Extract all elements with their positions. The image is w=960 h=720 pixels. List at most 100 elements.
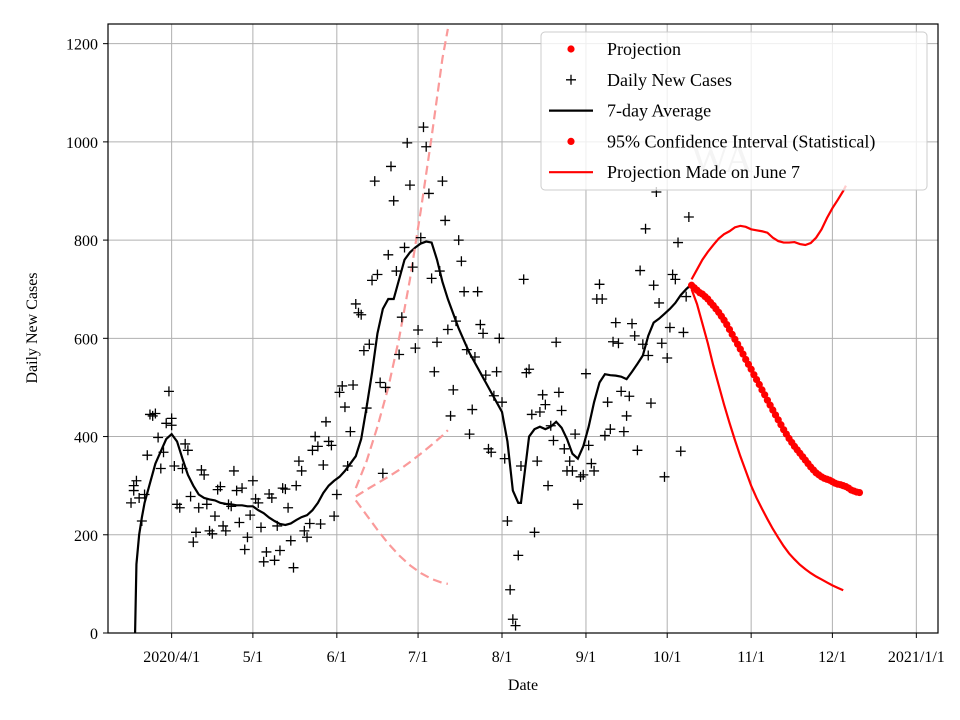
case-point [594,279,605,290]
case-point [293,456,304,467]
x-tick-label: 10/1 [653,649,681,666]
case-point [288,562,299,573]
case-point [656,338,667,349]
case-point [450,316,461,327]
case-point [274,545,285,556]
case-point [526,409,537,420]
case-point [329,511,340,522]
case-point [602,397,613,408]
case-point [226,501,237,512]
case-point [220,525,231,536]
case-point [256,522,266,533]
case-point [664,322,675,333]
case-point [440,215,451,226]
projection-june7-line [354,28,449,489]
case-point [394,349,405,360]
legend-label-confidence_stat: 95% Confidence Interval (Statistical) [607,131,875,152]
case-point [266,492,277,503]
legend-box [540,31,928,191]
case-point [556,405,567,416]
legend-marker-confidence_stat [567,137,575,145]
case-point [415,232,426,243]
case-point [502,516,513,527]
case-point [310,431,321,442]
projection-june7-line [355,429,449,498]
case-point [480,370,491,381]
case-point [618,426,629,437]
case-point [280,484,291,495]
case-point [645,398,656,409]
x-tick-label: 2021/1/1 [888,649,945,666]
case-point [372,269,383,280]
case-point [580,368,591,379]
case-point [342,461,353,472]
y-tick-label: 800 [74,233,98,250]
case-point [304,518,315,529]
case-point [432,337,443,348]
case-point [261,546,272,557]
case-point [166,420,177,431]
case-point [361,403,372,414]
case-point [613,338,624,349]
case-point [635,265,646,276]
case-point [237,483,248,494]
case-point [126,497,137,508]
case-point [486,447,497,458]
case-point [640,223,651,234]
case-point [134,492,145,503]
case-point [385,161,396,172]
case-point [131,475,142,486]
case-point [391,266,402,277]
y-tick-label: 0 [90,626,98,643]
case-point [404,180,415,191]
case-point [524,364,535,375]
case-point [448,384,459,395]
case-point [426,273,437,284]
case-point [467,404,478,415]
case-point [442,324,453,335]
case-point [413,324,424,335]
case-point [356,309,367,320]
case-point [247,475,258,486]
case-point [553,387,564,398]
case-point [375,377,386,388]
case-point [209,511,220,522]
x-tick-label: 11/1 [737,649,765,666]
projection-point [855,488,864,497]
case-point [624,391,635,402]
projection-point [761,391,769,399]
case-point [155,463,166,474]
case-point [654,297,665,308]
case-point [494,333,505,344]
case-point [345,426,356,437]
case-point [299,525,310,536]
x-tick-label: 8/1 [492,649,512,666]
case-point [283,502,294,513]
case-point [459,286,470,297]
legend-label-projection_june7: Projection Made on June 7 [607,162,800,182]
case-point [180,438,191,449]
case-point [320,416,331,427]
tick-layer: 2020/4/1 5/1 6/1 7/1 8/1 9/1 10/1 11/1 12/1 2021/… [66,37,945,666]
case-point [629,330,640,341]
case-point [488,390,499,401]
y-tick-label: 1000 [66,135,98,152]
case-point [207,528,218,539]
case-point [627,318,637,329]
case-point [551,337,562,348]
case-point [245,510,256,521]
case-point [543,480,554,491]
case-point [461,344,472,355]
case-point [380,382,391,393]
case-point [499,453,510,464]
case-point [331,489,342,500]
projection-point [755,380,763,389]
case-point [678,327,689,338]
case-point [570,429,581,440]
case-point [364,339,375,350]
case-point [673,237,684,248]
case-point [163,386,174,397]
case-point [315,518,326,529]
case-point [193,502,204,513]
